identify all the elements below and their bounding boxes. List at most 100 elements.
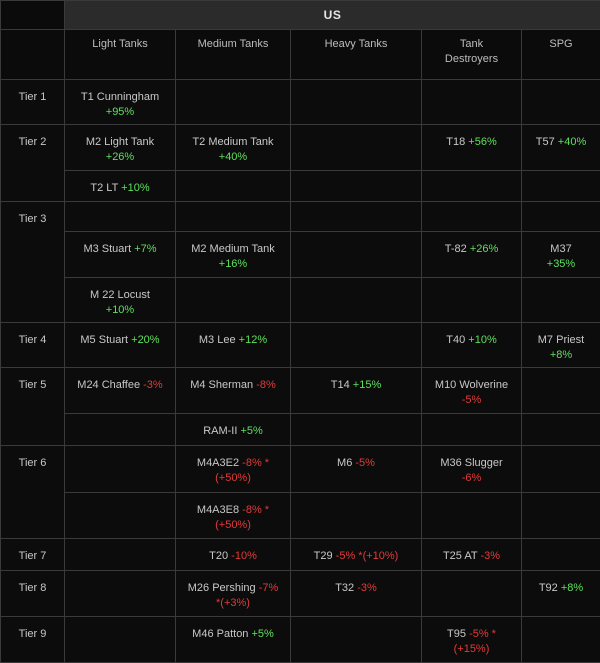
tank-modifier: +35% <box>547 258 575 270</box>
empty-cell <box>422 278 522 323</box>
corner-cell <box>1 1 65 30</box>
tank-name: T29 <box>314 550 333 562</box>
tank-cell: T18 +56% <box>422 125 522 171</box>
empty-cell <box>65 414 176 446</box>
tank-name: RAM-II <box>203 425 237 437</box>
empty-cell <box>422 171 522 202</box>
tank-name: M 22 Locust <box>90 289 150 301</box>
tank-modifier: -8% * <box>242 457 269 469</box>
tank-name: M3 Lee <box>199 334 236 346</box>
tank-modifier: +15% <box>353 379 381 391</box>
tank-cell: T2 Medium Tank+40% <box>176 125 291 171</box>
tank-cell: M6 -5% <box>291 446 422 493</box>
tank-cell: M3 Stuart +7% <box>65 232 176 278</box>
tank-cell: T29 -5% *(+10%) <box>291 539 422 571</box>
empty-cell <box>291 617 422 663</box>
corner-cell <box>1 30 65 80</box>
column-header-medium: Medium Tanks <box>176 30 291 80</box>
empty-cell <box>522 368 600 414</box>
tank-cell: T25 AT -3% <box>422 539 522 571</box>
empty-cell <box>522 446 600 493</box>
tank-cell: M5 Stuart +20% <box>65 323 176 368</box>
tank-cell: T14 +15% <box>291 368 422 414</box>
tank-cell: M36 Slugger-6% <box>422 446 522 493</box>
tank-cell: M26 Pershing -7% *(+3%) <box>176 571 291 617</box>
tank-modifier: -5% *(+10%) <box>336 550 399 562</box>
tank-modifier: +95% <box>106 106 134 118</box>
tank-modifier: +10% <box>121 182 149 194</box>
empty-cell <box>291 232 422 278</box>
tank-name: M2 Medium Tank <box>191 243 275 255</box>
empty-cell <box>291 493 422 539</box>
tank-cell: M2 Light Tank+26% <box>65 125 176 171</box>
empty-cell <box>291 202 422 232</box>
tier-label: Tier 2 <box>1 125 65 202</box>
empty-cell <box>422 414 522 446</box>
tier-label: Tier 7 <box>1 539 65 571</box>
column-header-td: Tank Destroyers <box>422 30 522 80</box>
tank-name: T14 <box>331 379 350 391</box>
tier-label: Tier 1 <box>1 80 65 125</box>
tank-modifier: -7% <box>259 582 279 594</box>
tank-modifier: -3% <box>357 582 377 594</box>
empty-cell <box>291 323 422 368</box>
tank-cell: M 22 Locust+10% <box>65 278 176 323</box>
empty-cell <box>422 80 522 125</box>
tank-modifier: -5% <box>462 394 482 406</box>
tank-modifier-extra: (+15%) <box>454 643 490 655</box>
tank-name: T95 <box>447 628 466 640</box>
tank-name: M5 Stuart <box>80 334 128 346</box>
empty-cell <box>65 539 176 571</box>
empty-cell <box>422 571 522 617</box>
tank-name: M4A3E8 <box>197 504 239 516</box>
tank-cell: M4A3E2 -8% *(+50%) <box>176 446 291 493</box>
tank-cell: T32 -3% <box>291 571 422 617</box>
empty-cell <box>291 80 422 125</box>
tank-cell: T57 +40% <box>522 125 600 171</box>
tier-label: Tier 3 <box>1 202 65 323</box>
tank-cell: M7 Priest+8% <box>522 323 600 368</box>
tank-modifier-extra: (+50%) <box>215 519 251 531</box>
empty-cell <box>522 539 600 571</box>
tank-modifier: +26% <box>106 151 134 163</box>
empty-cell <box>522 278 600 323</box>
tank-modifier: +7% <box>134 243 156 255</box>
tank-modifier: +5% <box>252 628 274 640</box>
nation-header: US <box>65 1 600 30</box>
tank-modifier: +10% <box>468 334 496 346</box>
tank-modifier-extra: (+50%) <box>215 472 251 484</box>
tank-modifier-extra: *(+3%) <box>216 597 250 609</box>
empty-cell <box>522 171 600 202</box>
empty-cell <box>291 125 422 171</box>
tank-cell: T40 +10% <box>422 323 522 368</box>
tank-name: M26 Pershing <box>188 582 256 594</box>
tier-label: Tier 5 <box>1 368 65 446</box>
tank-modifier: -5% * <box>469 628 496 640</box>
tank-cell: M10 Wolverine-5% <box>422 368 522 414</box>
tank-modifier: +16% <box>219 258 247 270</box>
tank-cell: M4 Sherman -8% <box>176 368 291 414</box>
tank-modifier: +8% <box>550 349 572 361</box>
tank-name: M4 Sherman <box>190 379 253 391</box>
tank-name: T92 <box>539 582 558 594</box>
tank-modifier: -3% <box>143 379 163 391</box>
tank-name: M46 Patton <box>192 628 248 640</box>
empty-cell <box>291 171 422 202</box>
tank-modifier: +12% <box>239 334 267 346</box>
tank-modifier: -10% <box>231 550 257 562</box>
empty-cell <box>522 414 600 446</box>
tank-name: M6 <box>337 457 352 469</box>
empty-cell <box>522 493 600 539</box>
empty-cell <box>291 414 422 446</box>
tank-name: T20 <box>209 550 228 562</box>
tank-name: M37 <box>550 243 571 255</box>
tank-cell: M4A3E8 -8% *(+50%) <box>176 493 291 539</box>
empty-cell <box>176 278 291 323</box>
tank-name: T18 <box>446 136 465 148</box>
tier-label: Tier 8 <box>1 571 65 617</box>
tank-modifier: +5% <box>240 425 262 437</box>
empty-cell <box>291 278 422 323</box>
tank-cell: T95 -5% * (+15%) <box>422 617 522 663</box>
tank-modifier: +20% <box>131 334 159 346</box>
